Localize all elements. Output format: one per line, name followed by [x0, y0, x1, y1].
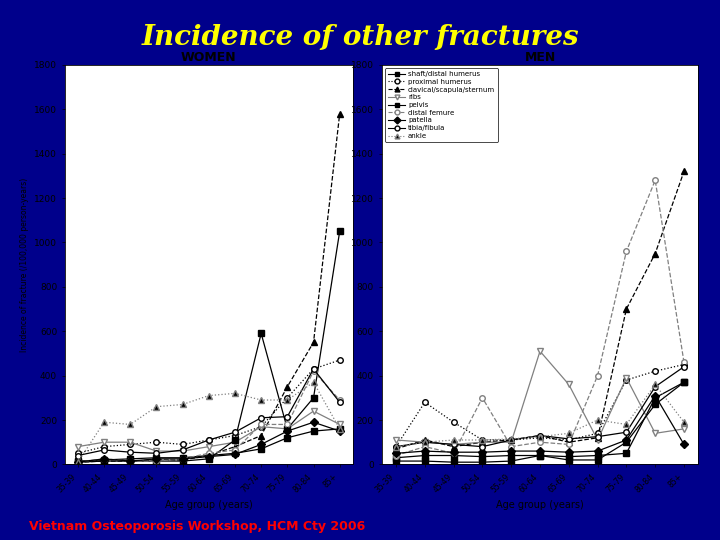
Title: MEN: MEN [524, 51, 556, 64]
Text: Vietnam Osteoporosis Workshop, HCM Cty 2006: Vietnam Osteoporosis Workshop, HCM Cty 2… [29, 520, 365, 533]
Title: WOMEN: WOMEN [181, 51, 237, 64]
Text: Incidence of other fractures: Incidence of other fractures [141, 24, 579, 51]
X-axis label: Age group (years): Age group (years) [496, 500, 584, 510]
X-axis label: Age group (years): Age group (years) [165, 500, 253, 510]
Legend: shaft/distal humerus, proximal humerus, clavical/scapula/sternum, ribs, pelvis, : shaft/distal humerus, proximal humerus, … [385, 68, 498, 141]
Y-axis label: Incidence of fracture (/100,000 person-years): Incidence of fracture (/100,000 person-y… [19, 178, 29, 352]
